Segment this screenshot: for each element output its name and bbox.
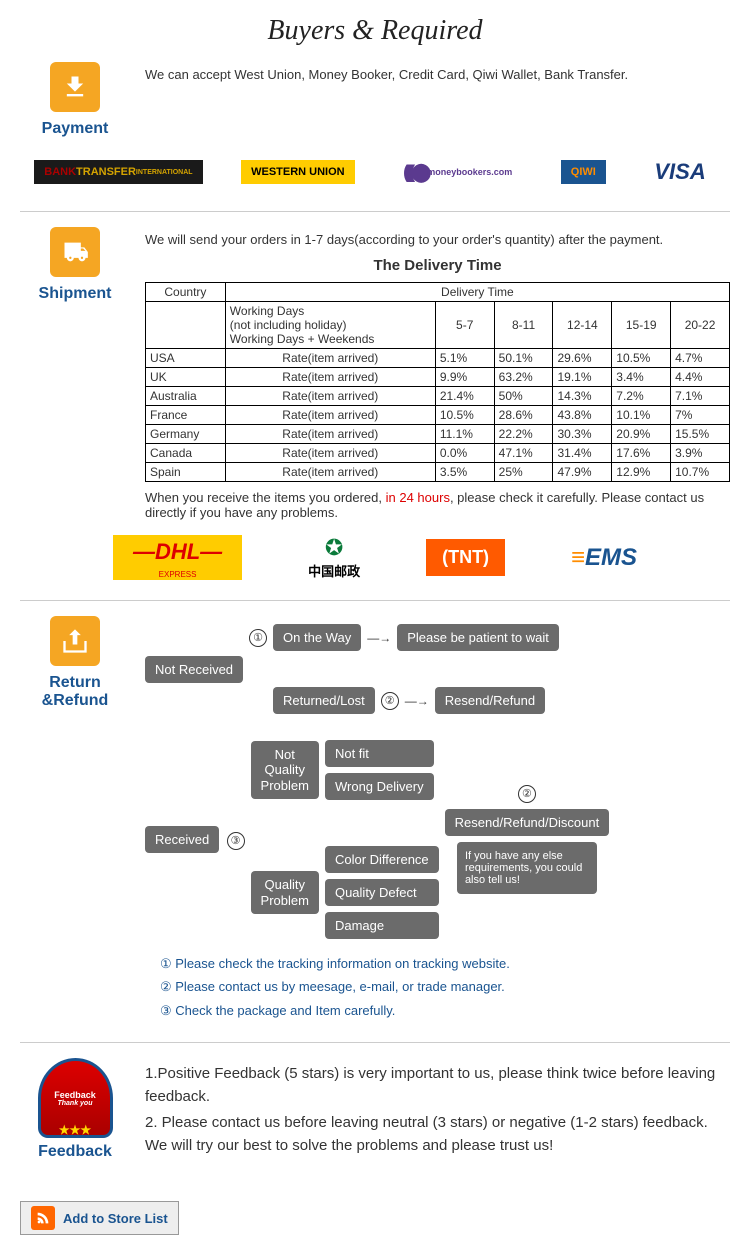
flow-num-3: ③ [227, 832, 245, 850]
divider [20, 1042, 730, 1043]
table-row: SpainRate(item arrived)3.5%25%47.9%12.9%… [146, 463, 730, 482]
divider [20, 600, 730, 601]
return-steps: ① Please check the tracking information … [160, 952, 730, 1022]
return-step: ③ Check the package and Item carefully. [160, 999, 730, 1022]
flow-damage: Damage [325, 912, 439, 939]
table-row: AustraliaRate(item arrived)21.4%50%14.3%… [146, 387, 730, 406]
table-row: FranceRate(item arrived)10.5%28.6%43.8%1… [146, 406, 730, 425]
payment-logo: BANK TRANSFERINTERNATIONAL [34, 160, 202, 184]
payment-logos: BANK TRANSFERINTERNATIONAL WESTERN UNION (… [20, 153, 730, 191]
flow-callout: If you have any else requirements, you c… [457, 842, 597, 894]
flow-defect: Quality Defect [325, 879, 439, 906]
shipment-note: When you receive the items you ordered, … [145, 490, 730, 520]
shipment-section: Shipment We will send your orders in 1-7… [20, 227, 730, 580]
carrier-logo: ≡EMS [571, 544, 637, 572]
flow-wait: Please be patient to wait [397, 624, 559, 651]
page-title: Buyers & Required [20, 15, 730, 47]
feedback-label: Feedback [20, 1143, 130, 1161]
flow-received: Received [145, 826, 219, 853]
flow-resend: Resend/Refund [435, 687, 545, 714]
table-title: The Delivery Time [145, 257, 730, 274]
payment-icon [50, 62, 100, 112]
return-section: Return &Refund Not Received ① On the Way… [20, 616, 730, 1022]
divider [20, 211, 730, 212]
carrier-logo: —DHL—EXPRESS [113, 535, 242, 580]
shipment-label: Shipment [20, 285, 130, 303]
payment-logo: WESTERN UNION [241, 160, 355, 184]
return-flowchart: Not Received ① On the Way —→ Please be p… [145, 616, 730, 942]
carrier-logo: ✪中国邮政 [308, 535, 360, 580]
flow-num-2: ② [381, 692, 399, 710]
add-to-store-button[interactable]: Add to Store List [20, 1201, 179, 1235]
table-row: CanadaRate(item arrived)0.0%47.1%31.4%17… [146, 444, 730, 463]
feedback-badge-icon: Feedback Thank you [38, 1058, 113, 1138]
flow-wrongdel: Wrong Delivery [325, 773, 434, 800]
shipment-intro: We will send your orders in 1-7 days(acc… [145, 232, 730, 247]
rss-icon [31, 1206, 55, 1230]
return-step: ① Please check the tracking information … [160, 952, 730, 975]
shipment-icon [50, 227, 100, 277]
flow-on-way: On the Way [273, 624, 361, 651]
return-label: Return &Refund [20, 674, 130, 710]
feedback-line: 2. Please contact us before leaving neut… [145, 1112, 730, 1157]
table-row: UKRate(item arrived)9.9%63.2%19.1%3.4%4.… [146, 368, 730, 387]
payment-logo: ((((⬤moneybookers.com [393, 156, 522, 189]
carrier-logo: (TNT) [426, 539, 505, 576]
delivery-table: CountryDelivery TimeWorking Days (not in… [145, 282, 730, 482]
payment-section: Payment We can accept West Union, Money … [20, 62, 730, 191]
flow-num-1: ① [249, 629, 267, 647]
feedback-section: Feedback Thank you Feedback 1.Positive F… [20, 1058, 730, 1161]
carrier-logos: —DHL—EXPRESS ✪中国邮政 (TNT) ≡EMS [80, 535, 670, 580]
table-row: GermanyRate(item arrived)11.1%22.2%30.3%… [146, 425, 730, 444]
payment-logo: VISA [644, 153, 715, 191]
flow-notfit: Not fit [325, 740, 434, 767]
flow-not-received: Not Received [145, 656, 243, 683]
flow-returned: Returned/Lost [273, 687, 375, 714]
payment-text: We can accept West Union, Money Booker, … [145, 62, 730, 82]
flow-discount: Resend/Refund/Discount [445, 809, 610, 836]
store-button-label: Add to Store List [63, 1211, 168, 1226]
flow-num-2b: ② [518, 785, 536, 803]
table-row: USARate(item arrived)5.1%50.1%29.6%10.5%… [146, 349, 730, 368]
payment-logo: QIWI [561, 160, 606, 184]
payment-label: Payment [20, 120, 130, 138]
feedback-line: 1.Positive Feedback (5 stars) is very im… [145, 1063, 730, 1108]
return-icon [50, 616, 100, 666]
return-step: ② Please contact us by meesage, e-mail, … [160, 975, 730, 998]
flow-quality: QualityProblem [251, 871, 319, 914]
feedback-text: 1.Positive Feedback (5 stars) is very im… [145, 1058, 730, 1161]
flow-not-quality: NotQualityProblem [251, 741, 319, 800]
flow-colordiff: Color Difference [325, 846, 439, 873]
